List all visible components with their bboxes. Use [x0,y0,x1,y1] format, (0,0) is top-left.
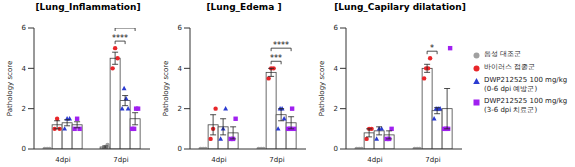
svg-text:0: 0 [178,145,182,153]
html-text:음성 대조군: 음성 대조군 [484,49,522,58]
svg-text:0: 0 [334,145,338,153]
html-text:DWP212525 100 mg/kg (3-6 dpi 치: DWP212525 100 mg/kg (3-6 dpi 치료군) [484,96,568,114]
svg-text:4dpi: 4dpi [367,156,382,164]
svg-text:7dpi: 7dpi [425,156,440,164]
svg-text:6: 6 [334,24,339,32]
svg-text:4: 4 [178,65,183,73]
svg-text:****: **** [117,28,133,30]
svg-text:4dpi: 4dpi [211,156,226,164]
html-text:[Lung_Edema ]: [Lung_Edema ] [206,2,282,12]
svg-text:6: 6 [178,24,183,32]
svg-text:4dpi: 4dpi [55,156,70,164]
svg-text:Pathology score: Pathology score [318,61,326,117]
svg-text:****: **** [273,41,289,50]
svg-text:4: 4 [22,65,27,73]
html-text:바이러스 접종군: 바이러스 접종군 [484,62,536,71]
html-text:[Lung_Capilary dilatation]: [Lung_Capilary dilatation] [334,2,466,12]
svg-text:2: 2 [334,105,338,113]
svg-text:2: 2 [178,105,182,113]
svg-text:4: 4 [334,65,339,73]
svg-text:Pathology score: Pathology score [162,61,170,117]
svg-text:***: *** [270,54,282,63]
svg-text:*: * [430,44,434,53]
svg-text:Pathology score: Pathology score [8,61,14,117]
svg-text:7dpi: 7dpi [269,156,284,164]
html-text:DWP212525 100 mg/kg (0-6 dpi 예: DWP212525 100 mg/kg (0-6 dpi 예방군) [484,75,568,93]
svg-text:6: 6 [22,24,27,32]
svg-text:0: 0 [22,145,26,153]
svg-text:7dpi: 7dpi [113,156,128,164]
html-text:[Lung_Inflammation]: [Lung_Inflammation] [35,2,141,12]
svg-text:2: 2 [22,105,26,113]
svg-text:****: **** [112,34,128,43]
